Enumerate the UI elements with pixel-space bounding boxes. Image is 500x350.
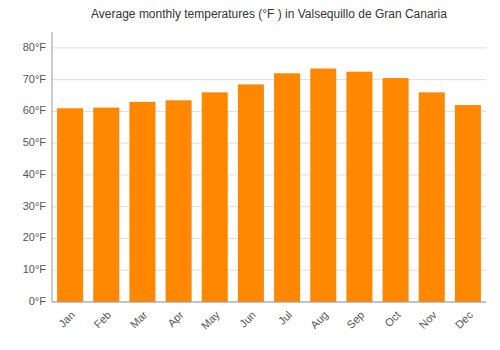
bar (346, 72, 372, 302)
bar (129, 102, 155, 302)
bar (57, 108, 83, 302)
bar (455, 105, 481, 302)
x-tick-label: Apr (165, 308, 186, 329)
bar (166, 100, 192, 302)
y-tick-label: 10°F (23, 263, 47, 275)
chart-container: 0°F 10°F 20°F 30°F 40°F 50°F 60°F 70°F 80°F Jan Fe… (0, 0, 500, 350)
bar (383, 78, 409, 302)
bar (202, 92, 228, 302)
x-tick-label: Nov (417, 308, 440, 331)
y-tick-label: 20°F (23, 231, 47, 243)
y-tick-label: 40°F (23, 168, 47, 180)
x-tick-label: Aug (308, 309, 330, 331)
x-axis-line (52, 302, 486, 303)
x-tick-label: Dec (453, 308, 476, 331)
grid-line (52, 302, 486, 303)
x-tick-label: Mar (128, 308, 150, 330)
grid-line (52, 79, 486, 80)
x-tick-label: Jul (276, 309, 294, 327)
x-tick-label: Sep (344, 309, 366, 331)
y-tick-label: 0°F (29, 295, 47, 307)
grid-line (52, 47, 486, 48)
y-tick-label: 70°F (23, 73, 47, 85)
bar (310, 69, 336, 302)
title: Average monthly temperatures (°F ) in Va… (91, 7, 447, 21)
x-tick-label: Feb (91, 309, 113, 331)
bar (238, 84, 264, 302)
y-axis-line (52, 32, 53, 302)
bar (274, 73, 300, 302)
bars (57, 69, 481, 302)
y-axis: 0°F 10°F 20°F 30°F 40°F 50°F 60°F 70°F 80°F (23, 32, 52, 307)
chart: 0°F 10°F 20°F 30°F 40°F 50°F 60°F 70°F 80°F Jan Fe… (0, 0, 500, 350)
x-tick-label: May (199, 308, 223, 332)
x-axis: Jan Feb Mar Apr May Jun Jul Aug Sep Oct Nov Dec (52, 302, 486, 332)
x-tick-label: Jun (237, 309, 258, 330)
y-tick-label: 80°F (23, 41, 47, 53)
x-tick-label: Oct (382, 309, 403, 330)
bar (419, 92, 445, 302)
bar (93, 108, 119, 302)
x-tick-label: Jan (56, 309, 77, 330)
y-grid (52, 48, 486, 302)
y-tick-label: 30°F (23, 200, 47, 212)
y-tick-label: 60°F (23, 104, 47, 116)
y-tick-label: 50°F (23, 136, 47, 148)
